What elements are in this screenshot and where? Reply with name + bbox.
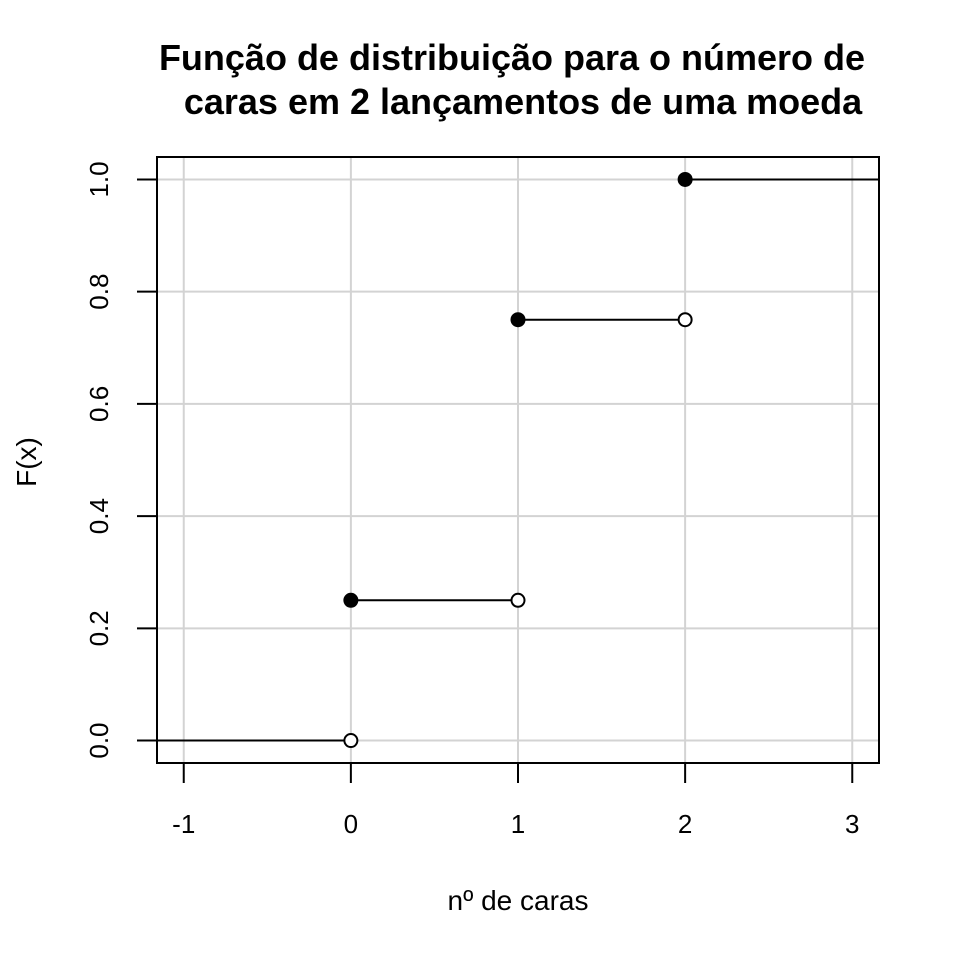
x-axis-label: nº de caras [448, 885, 589, 916]
x-axis: -1 0 1 2 3 [172, 763, 859, 839]
open-point-1 [510, 592, 526, 608]
open-point-2 [677, 312, 693, 328]
closed-point-2 [510, 312, 526, 328]
x-tick-label-1: 0 [344, 809, 358, 839]
y-tick-label-1: 0.2 [84, 610, 114, 646]
x-tick-label-0: -1 [172, 809, 195, 839]
y-tick-label-4: 0.8 [84, 274, 114, 310]
open-point-0 [343, 733, 359, 749]
chart-title: Função de distribuição para o número de … [159, 37, 865, 122]
closed-point-1 [343, 592, 359, 608]
y-tick-label-3: 0.6 [84, 386, 114, 422]
x-tick-label-2: 1 [511, 809, 525, 839]
x-tick-label-3: 2 [678, 809, 692, 839]
grid [157, 157, 879, 763]
y-tick-label-2: 0.4 [84, 498, 114, 534]
chart-title-line-1: Função de distribuição para o número de [159, 37, 865, 78]
y-axis: 0.0 0.2 0.4 0.6 0.8 1.0 [84, 161, 157, 759]
y-tick-label-5: 1.0 [84, 161, 114, 197]
y-tick-label-0: 0.0 [84, 722, 114, 758]
chart-title-line-2: caras em 2 lançamentos de uma moeda [184, 81, 863, 122]
step-series [157, 171, 879, 749]
y-axis-label: F(x) [11, 437, 42, 487]
x-tick-label-4: 3 [845, 809, 859, 839]
closed-point-3 [677, 171, 693, 187]
